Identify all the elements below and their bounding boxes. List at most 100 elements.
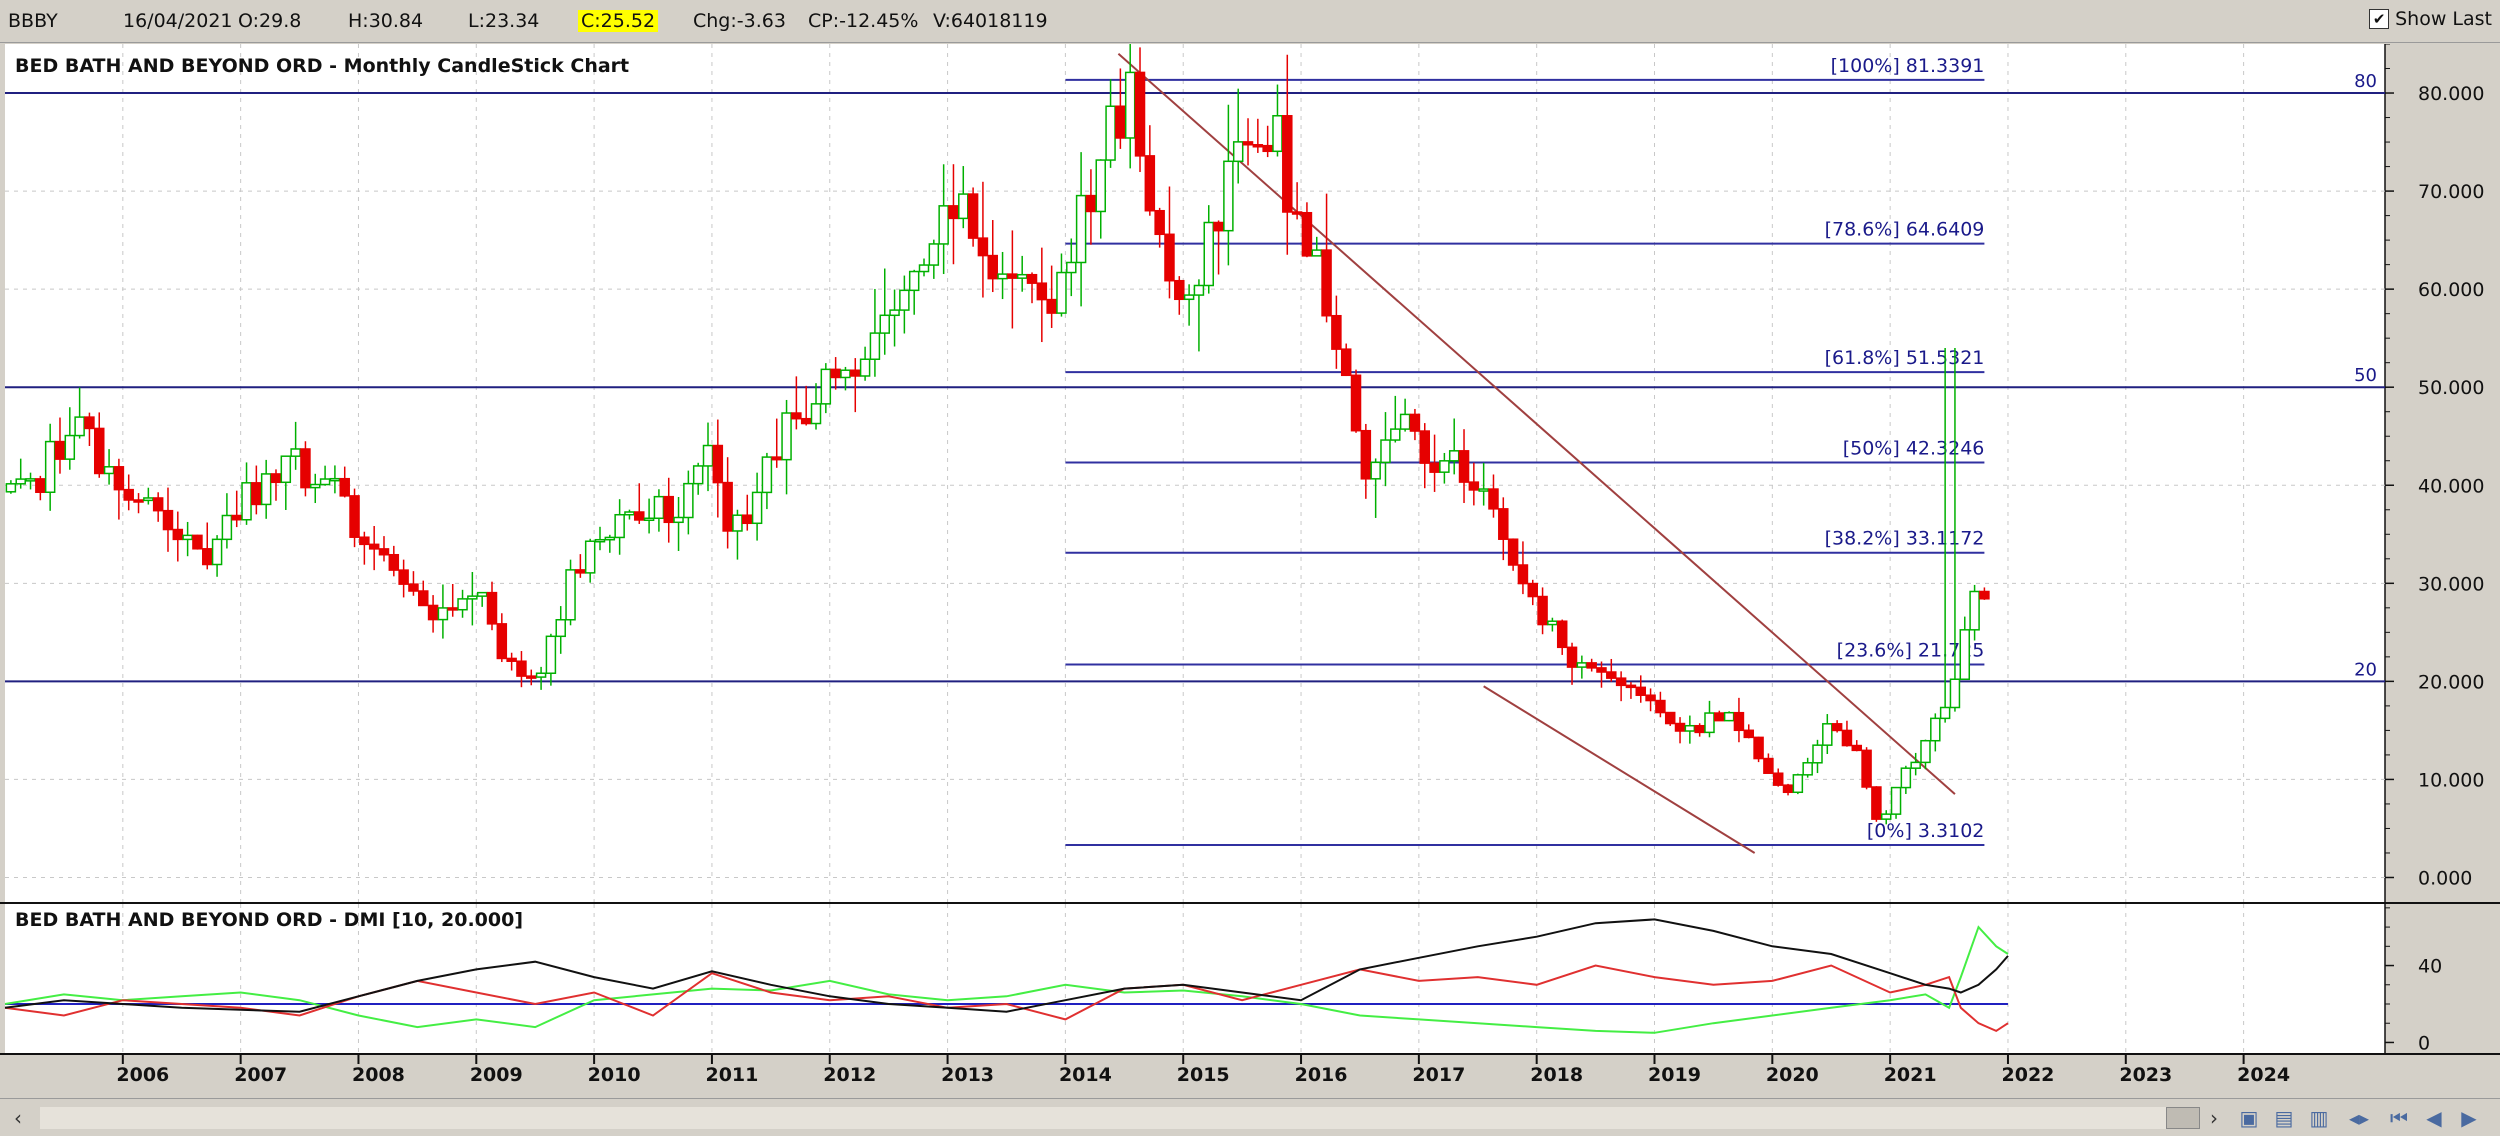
candle-down (1350, 374, 1362, 432)
level-label: 20 (2354, 659, 2377, 680)
candle-down (349, 495, 360, 538)
volume-label: V:64018119 (933, 10, 1048, 32)
x-tick-label: 2008 (352, 1064, 405, 1086)
symbol-label: BBBY (8, 10, 58, 32)
candle-down (712, 444, 724, 484)
price-chart-title: BED BATH AND BEYOND ORD - Monthly Candle… (15, 55, 629, 77)
horizontal-levels: 80 50 20 (5, 71, 2385, 683)
candle-up (1704, 712, 1715, 734)
candle-up (1792, 774, 1804, 794)
candle-down (270, 473, 282, 484)
candle-down (368, 543, 380, 550)
candle-up (584, 540, 596, 574)
candle-down (1262, 144, 1273, 153)
candle-down (1115, 105, 1126, 139)
candle-down (1282, 115, 1293, 213)
candle-up (1939, 706, 1951, 720)
previous-bar-icon[interactable]: ◀ (2426, 1106, 2442, 1130)
candle-down (1645, 694, 1656, 702)
fit-chart-icon[interactable]: ▥ (2309, 1106, 2329, 1130)
candle-up (476, 591, 488, 597)
candle-up (64, 434, 76, 460)
candle-up (1920, 739, 1931, 764)
candle-up (555, 619, 566, 638)
candle-down (1782, 784, 1794, 794)
close-label: C:25.52 (578, 10, 659, 32)
candle-up (918, 264, 930, 273)
candle-down (133, 499, 144, 503)
dmi-panel-background (5, 904, 2385, 1054)
x-tick-label: 2018 (1530, 1064, 1583, 1086)
candle-up (260, 473, 272, 506)
candle-down (54, 440, 66, 460)
dmi-line-adx (4, 918, 2009, 1013)
candle-down (1036, 282, 1048, 301)
candle-down (1566, 646, 1578, 668)
candle-up (899, 289, 910, 311)
candle-up (290, 448, 301, 457)
change-percent-label: CP:-12.45% (808, 10, 919, 32)
y-tick-label: 10.000 (2418, 769, 2484, 791)
candle-down (152, 497, 164, 512)
fibonacci-levels: [100%] 81.3391 [78.6%] 64.6409 [61.8%] 51.… (1065, 55, 1985, 847)
pan-icon[interactable]: ◂▸ (2348, 1106, 2370, 1130)
candle-up (614, 513, 625, 539)
candle-down (496, 623, 508, 660)
y-tick-label: 40.000 (2418, 475, 2484, 497)
candle-up (1723, 711, 1735, 722)
zoom-in-icon[interactable]: ▣ (2239, 1106, 2259, 1130)
candle-up (938, 205, 949, 245)
horizontal-scrollbar[interactable] (40, 1107, 2200, 1129)
scrollbar-thumb[interactable] (2166, 1107, 2200, 1129)
candlesticks (5, 44, 1990, 825)
first-bar-icon[interactable]: ⏮ (2390, 1106, 2408, 1130)
candle-down (1360, 429, 1372, 480)
candle-up (761, 456, 773, 494)
candle-down (1429, 462, 1440, 473)
scroll-left-icon[interactable]: ‹ (14, 1106, 22, 1130)
candle-up (1684, 724, 1696, 732)
show-last-toggle[interactable]: ✔ Show Last (2369, 8, 2492, 30)
candle-up (751, 491, 763, 525)
open-label: O:29.8 (238, 10, 302, 32)
level-label: 80 (2354, 71, 2377, 92)
candle-down (791, 412, 802, 420)
candle-up (565, 569, 576, 621)
x-tick-label: 2021 (1884, 1064, 1937, 1086)
candle-up (182, 534, 193, 541)
candle-up (1223, 160, 1234, 232)
candle-down (1331, 314, 1342, 350)
x-tick-label: 2020 (1766, 1064, 1819, 1086)
candle-up (673, 516, 684, 524)
candle-down (948, 205, 959, 220)
trendlines (1117, 53, 1956, 854)
change-label: Chg:-3.63 (693, 10, 786, 32)
candle-down (722, 481, 733, 532)
candle-down (486, 591, 498, 625)
candle-up (692, 465, 704, 485)
candle-up (25, 478, 36, 482)
candle-down (1635, 686, 1647, 696)
candle-up (241, 482, 252, 521)
x-tick-label: 2011 (705, 1064, 758, 1086)
candle-up (457, 598, 468, 611)
candle-down (1586, 662, 1597, 669)
show-last-checkbox[interactable]: ✔ (2369, 9, 2390, 29)
x-tick-label: 2012 (823, 1064, 876, 1086)
candle-up (1547, 620, 1558, 626)
fib-label: [78.6%] 64.6409 (1825, 219, 1985, 241)
candle-down (1144, 155, 1156, 212)
scroll-right-icon[interactable]: › (2210, 1106, 2218, 1130)
candle-up (437, 607, 449, 621)
candle-down (1979, 590, 1990, 600)
next-bar-icon[interactable]: ▶ (2461, 1106, 2477, 1130)
zoom-out-icon[interactable]: ▤ (2274, 1106, 2294, 1130)
navigation-bar: ‹ › ▣ ▤ ▥ ◂▸ ⏮ ◀ ▶ (0, 1098, 2500, 1136)
candle-down (1340, 348, 1352, 377)
candle-down (1743, 729, 1755, 739)
candle-up (820, 368, 832, 405)
fib-label: [23.6%] 21.725 (1837, 639, 1985, 661)
candle-down (35, 478, 46, 493)
candle-down (1733, 711, 1745, 732)
candle-down (663, 495, 674, 524)
